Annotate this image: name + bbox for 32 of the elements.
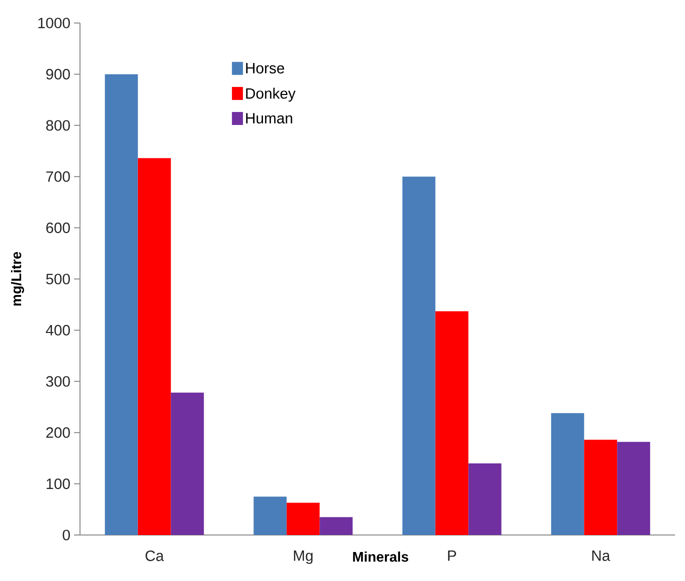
y-tick-label: 600: [46, 222, 70, 234]
bar: [320, 517, 353, 535]
y-tick-label: 100: [46, 478, 70, 490]
bar: [170, 392, 204, 535]
y-tick-label: 400: [46, 324, 70, 336]
x-tick-label: P: [448, 550, 456, 561]
y-tick-label: 300: [46, 376, 70, 387]
y-tick-label: 1000: [38, 18, 70, 28]
x-tick-label: Na: [592, 550, 610, 561]
bar: [402, 176, 436, 535]
bar: [617, 442, 650, 535]
bar: [286, 502, 320, 535]
x-tick-label: Ca: [146, 550, 164, 562]
bar: [104, 74, 138, 535]
y-tick-label: 700: [46, 171, 70, 182]
legend-label: Donkey: [246, 88, 296, 102]
bar: [584, 440, 618, 535]
bar: [435, 311, 468, 535]
y-axis-title: mg/Litre: [10, 252, 24, 306]
x-tick-label: Mg: [294, 550, 313, 564]
bar: [468, 463, 502, 535]
legend-label: Horse: [246, 63, 284, 74]
legend-label: Human: [246, 113, 292, 124]
y-tick-label: 800: [46, 120, 70, 131]
bar: [551, 413, 584, 535]
x-axis-title: Minerals: [353, 552, 408, 562]
y-tick-label: 500: [46, 274, 70, 284]
y-tick-label: 0: [62, 530, 70, 540]
bar: [138, 158, 171, 535]
bar: [254, 496, 287, 535]
y-tick-label: 900: [46, 68, 70, 80]
y-tick-label: 200: [46, 427, 70, 438]
